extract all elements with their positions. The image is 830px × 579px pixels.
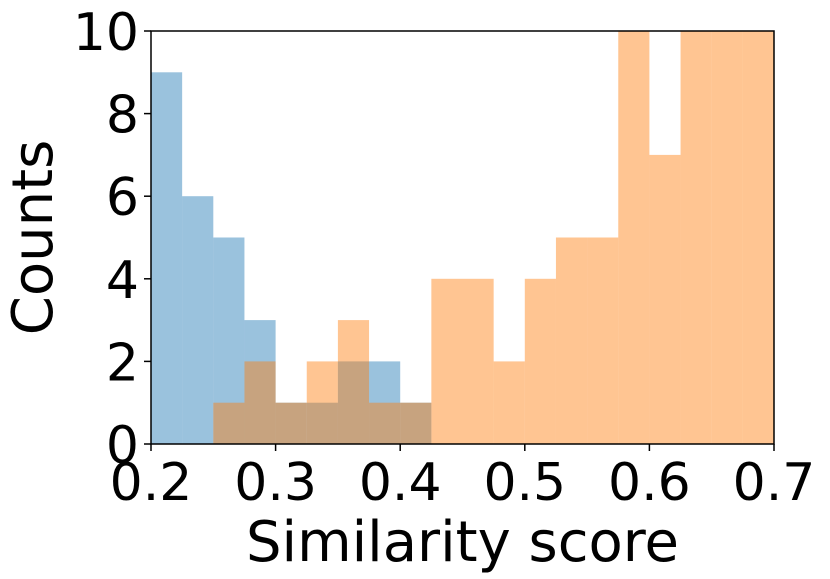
histogram-bar-series-2 xyxy=(618,31,650,444)
x-tick-label: 0.2 xyxy=(110,453,193,513)
histogram-bar-series-1 xyxy=(400,402,432,444)
histogram-bar-series-1 xyxy=(306,402,338,444)
histogram-bar-series-2 xyxy=(680,31,712,444)
histogram-bar-series-2 xyxy=(462,278,494,444)
y-axis-label: Counts xyxy=(1,140,66,335)
y-tick-label: 10 xyxy=(73,3,139,63)
histogram-bar-series-1 xyxy=(369,361,401,444)
histogram-bar-series-2 xyxy=(587,237,619,444)
histogram-bar-series-2 xyxy=(337,320,370,444)
x-tick-label: 0.3 xyxy=(234,453,317,513)
histogram-bar-series-2 xyxy=(400,402,432,444)
bars-layer xyxy=(151,31,774,445)
histogram-bar-series-1 xyxy=(337,361,370,444)
histogram-bar-series-1 xyxy=(213,237,245,444)
y-tick-label: 8 xyxy=(106,86,139,146)
histogram-bar-series-2 xyxy=(555,237,588,444)
histogram-bar-series-1 xyxy=(182,196,214,444)
histogram-bar-series-2 xyxy=(493,361,525,444)
histogram-bar-series-2 xyxy=(431,278,463,444)
histogram-bar-series-1 xyxy=(244,320,276,444)
x-axis-label: Similarity score xyxy=(246,510,679,575)
histogram-bar-series-2 xyxy=(524,278,556,444)
y-tick-label: 4 xyxy=(106,251,139,311)
y-tick-label: 6 xyxy=(106,168,139,228)
histogram-bar-series-1 xyxy=(151,72,183,445)
histogram-bar-series-2 xyxy=(306,361,338,444)
x-tick-label: 0.7 xyxy=(733,453,816,513)
plot-frame xyxy=(150,30,775,445)
histogram-bar-series-2 xyxy=(275,402,307,444)
y-tick-label: 2 xyxy=(106,333,139,393)
x-tick-label: 0.4 xyxy=(359,453,442,513)
x-tick-label: 0.6 xyxy=(608,453,691,513)
histogram-bar-series-2 xyxy=(369,402,401,444)
histogram-bar-series-1 xyxy=(275,402,307,444)
y-tick-label: 0 xyxy=(106,416,139,476)
x-tick-label: 0.5 xyxy=(483,453,566,513)
histogram-bar-series-2 xyxy=(649,154,681,444)
histogram-bar-series-2 xyxy=(213,402,245,444)
ticks-layer: 0.2 0.3 0.4 0.5 0.6 0.7 0 2 4 6 8 10 xyxy=(73,3,816,513)
histogram-bar-series-2 xyxy=(244,361,276,444)
histogram-bar-series-2 xyxy=(711,31,743,444)
histogram-bar-series-2 xyxy=(742,31,774,444)
